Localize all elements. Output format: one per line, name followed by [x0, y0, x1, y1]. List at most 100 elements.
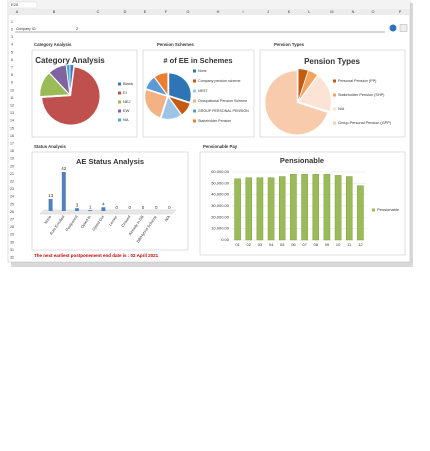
- legend-label: Stakeholder Pension (SHP): [338, 93, 385, 97]
- data-label: 4: [102, 201, 105, 206]
- data-label: 0: [168, 205, 171, 210]
- data-label: 0: [142, 205, 145, 210]
- row-header: 31: [10, 248, 14, 252]
- settings-icon[interactable]: [399, 24, 408, 32]
- y-tick-label: 0.00: [221, 237, 230, 242]
- legend-swatch: [118, 109, 121, 113]
- name-box-text: E20: [11, 2, 19, 7]
- row-header: 12: [10, 104, 14, 108]
- row-header: 28: [10, 225, 14, 229]
- pie-slice: [144, 89, 168, 118]
- x-tick-label: 09: [325, 242, 330, 247]
- bar: [267, 177, 275, 241]
- x-tick-label: 12: [358, 242, 363, 247]
- legend-label: Stakeholder Pension: [198, 119, 231, 123]
- row-header: 11: [10, 96, 14, 100]
- column-header: L: [308, 10, 310, 14]
- row-header: 8: [11, 73, 13, 77]
- row-header: 25: [10, 202, 14, 206]
- x-tick-label: N/A: [164, 214, 171, 222]
- column-header: C: [97, 10, 100, 14]
- pie-slice: [154, 72, 168, 96]
- legend-swatch: [333, 107, 336, 111]
- x-tick-label: 01: [235, 242, 240, 247]
- data-label: 3: [76, 202, 79, 207]
- legend-label: None: [198, 69, 207, 73]
- pie-slice: [298, 75, 332, 112]
- legend-label: Personal Pension (PP): [338, 79, 377, 83]
- pie-slice: [39, 73, 70, 97]
- help-icon[interactable]: [389, 24, 397, 32]
- data-label: 0: [115, 205, 118, 210]
- pie-slice: [41, 66, 101, 126]
- column-header: H: [217, 10, 220, 14]
- column-header: O: [372, 10, 375, 14]
- legend-label: EW: [123, 108, 130, 113]
- legend-label: N/A: [338, 107, 345, 111]
- bar: [245, 177, 253, 241]
- legend-label: Pensionable: [377, 207, 400, 212]
- x-tick-label: 06: [291, 242, 296, 247]
- bar: [88, 210, 93, 211]
- column-header: J: [267, 10, 269, 14]
- row-header: 19: [10, 157, 14, 161]
- data-label: 13: [48, 193, 54, 198]
- row-header: 21: [10, 172, 14, 176]
- name-box[interactable]: [8, 1, 38, 9]
- row-header: 14: [10, 119, 14, 123]
- y-tick-label: 20,000.00: [211, 214, 230, 219]
- x-tick-label: 02: [247, 242, 252, 247]
- row-header: 9: [11, 81, 13, 85]
- floor: [39, 209, 177, 215]
- column-header: I: [242, 10, 243, 14]
- section-label: Status Analysis: [34, 144, 66, 149]
- chart-title: Pension Types: [304, 57, 360, 66]
- section-label: Pensionable Pay: [203, 144, 238, 149]
- bar: [334, 175, 342, 241]
- row-header: 13: [10, 111, 14, 115]
- pie-slice: [298, 70, 318, 102]
- row-header: 4: [11, 43, 13, 47]
- section-label: Pension Schemes: [157, 42, 194, 47]
- bar: [61, 172, 66, 211]
- legend-label: EI: [123, 90, 127, 95]
- legend-swatch: [193, 109, 196, 113]
- chart-title: AE Status Analysis: [76, 157, 144, 166]
- pie-slice: [66, 64, 71, 94]
- pie-slice: [168, 73, 192, 103]
- column-header: F: [165, 10, 168, 14]
- legend-swatch: [333, 93, 336, 97]
- x-tick-label: 03: [258, 242, 263, 247]
- pie-slice: [49, 64, 70, 95]
- chart-title: Pensionable: [280, 156, 324, 165]
- x-tick-label: 05: [280, 242, 285, 247]
- legend-swatch: [118, 91, 121, 95]
- bar: [345, 176, 353, 241]
- bar: [357, 185, 364, 241]
- postponement-note: The next earliest postponement end date …: [34, 253, 159, 258]
- row-header: 30: [10, 240, 14, 244]
- row-header: 22: [10, 180, 14, 184]
- column-header: G: [187, 10, 190, 14]
- x-tick-label: 10: [336, 242, 341, 247]
- x-tick-label: 07: [302, 242, 307, 247]
- chart-frame: [31, 151, 189, 251]
- column-header: A: [16, 10, 19, 14]
- y-tick-label: 10,000.00: [211, 226, 230, 231]
- legend-swatch: [118, 118, 121, 122]
- section-label: Category Analysis: [34, 42, 72, 47]
- data-label: 0: [129, 205, 132, 210]
- x-tick-label: 11: [347, 242, 352, 247]
- legend-swatch: [333, 79, 336, 83]
- legend-swatch: [193, 99, 196, 103]
- row-header: 32: [10, 256, 14, 260]
- pie-slice: [264, 70, 328, 135]
- legend-label: Occupational Pension Scheme: [198, 99, 247, 103]
- row-header: 24: [10, 195, 14, 199]
- section-label: Pension Types: [274, 42, 305, 47]
- bar: [301, 174, 308, 241]
- legend-swatch: [118, 82, 121, 86]
- x-tick-label: Opted In: [80, 215, 92, 229]
- bar: [256, 177, 264, 241]
